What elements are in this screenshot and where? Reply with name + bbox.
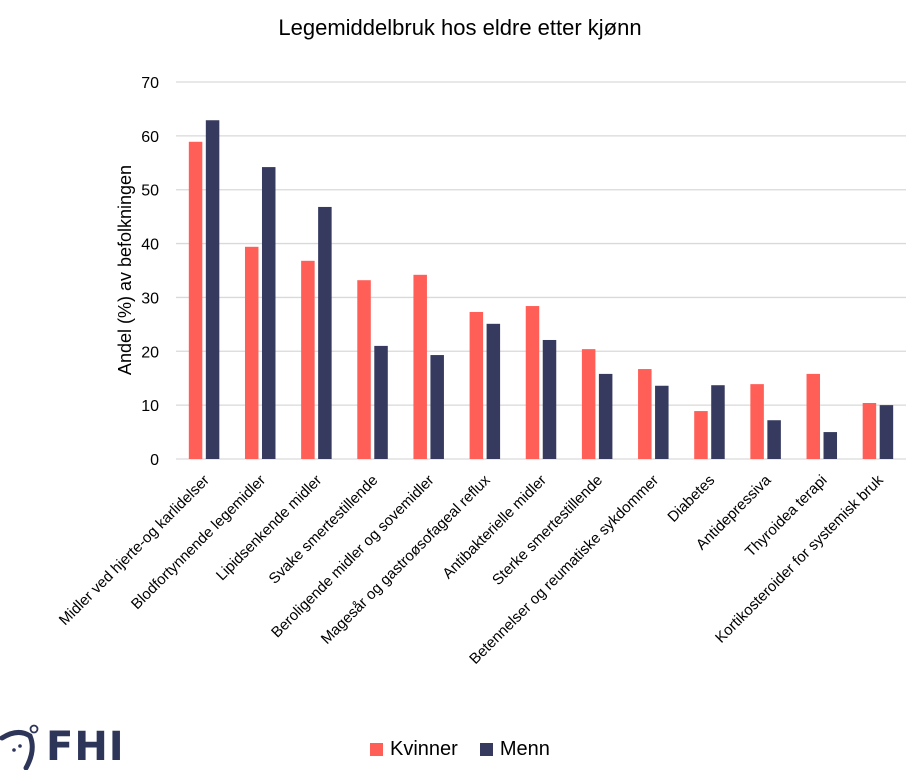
bar-menn xyxy=(711,385,725,459)
fhi-logo-text: FHI xyxy=(46,724,125,770)
bar-menn xyxy=(261,167,276,459)
y-tick-label: 70 xyxy=(141,75,159,92)
bar-kvinner xyxy=(638,369,652,459)
legend-label-kvinner: Kvinner xyxy=(390,738,458,760)
bar-kvinner xyxy=(413,274,427,459)
y-tick-label: 30 xyxy=(141,290,159,307)
bar-kvinner xyxy=(357,280,371,459)
y-tick-label: 20 xyxy=(141,344,159,361)
bar-menn xyxy=(767,420,781,459)
bar-kvinner xyxy=(750,384,764,459)
bar-kvinner xyxy=(694,411,708,459)
bar-kvinner xyxy=(862,402,877,459)
y-tick-label: 60 xyxy=(141,129,159,146)
legend-label-menn: Menn xyxy=(499,738,550,760)
bar-kvinner xyxy=(301,260,315,459)
bar-kvinner xyxy=(244,246,259,459)
bar-menn xyxy=(655,385,669,459)
y-tick-label: 40 xyxy=(141,237,159,254)
x-category-label: Antibakterielle midler xyxy=(439,472,549,582)
y-tick-label: 10 xyxy=(141,398,159,415)
x-axis-categories: Midler ved hjerte-og karlidelserBlodfort… xyxy=(56,471,887,667)
y-axis-label: Andel (%) av befolkningen xyxy=(115,165,135,375)
bar-menn xyxy=(598,373,613,459)
gridlines xyxy=(176,81,906,460)
bar-kvinner xyxy=(581,349,596,459)
bar-menn xyxy=(879,405,894,459)
bar-kvinner xyxy=(806,373,821,459)
bar-kvinner xyxy=(469,311,484,459)
bar-menn xyxy=(542,339,557,459)
legend-swatch-kvinner xyxy=(370,743,383,756)
legend-item-menn: Menn xyxy=(479,738,550,761)
fhi-logo: FHI xyxy=(0,724,125,770)
x-category-label: Diabetes xyxy=(664,472,718,526)
bar-menn xyxy=(205,120,220,459)
y-axis-ticks: 0 10 20 30 40 50 60 70 xyxy=(141,75,159,469)
bar-menn xyxy=(486,323,501,459)
legend-swatch-menn xyxy=(479,743,493,756)
bars xyxy=(188,120,894,459)
chart-title: Legemiddelbruk hos eldre etter kjønn xyxy=(278,15,641,40)
bar-menn xyxy=(430,355,444,459)
x-category-label: Sterke smertestillende xyxy=(489,472,606,589)
x-category-label: Lipidsenkende midler xyxy=(213,472,325,584)
y-tick-label: 0 xyxy=(150,452,159,469)
chart-legend: Kvinner Menn xyxy=(370,738,572,761)
y-tick-label: 50 xyxy=(141,183,159,200)
bar-kvinner xyxy=(525,306,540,459)
bar-menn xyxy=(374,345,388,459)
fhi-figure-icon xyxy=(0,724,39,770)
bar-kvinner xyxy=(188,141,203,459)
x-category-label: Svake smertestillende xyxy=(266,472,382,588)
bar-menn xyxy=(318,206,332,459)
bar-menn xyxy=(823,432,838,459)
legend-item-kvinner: Kvinner xyxy=(370,738,458,761)
